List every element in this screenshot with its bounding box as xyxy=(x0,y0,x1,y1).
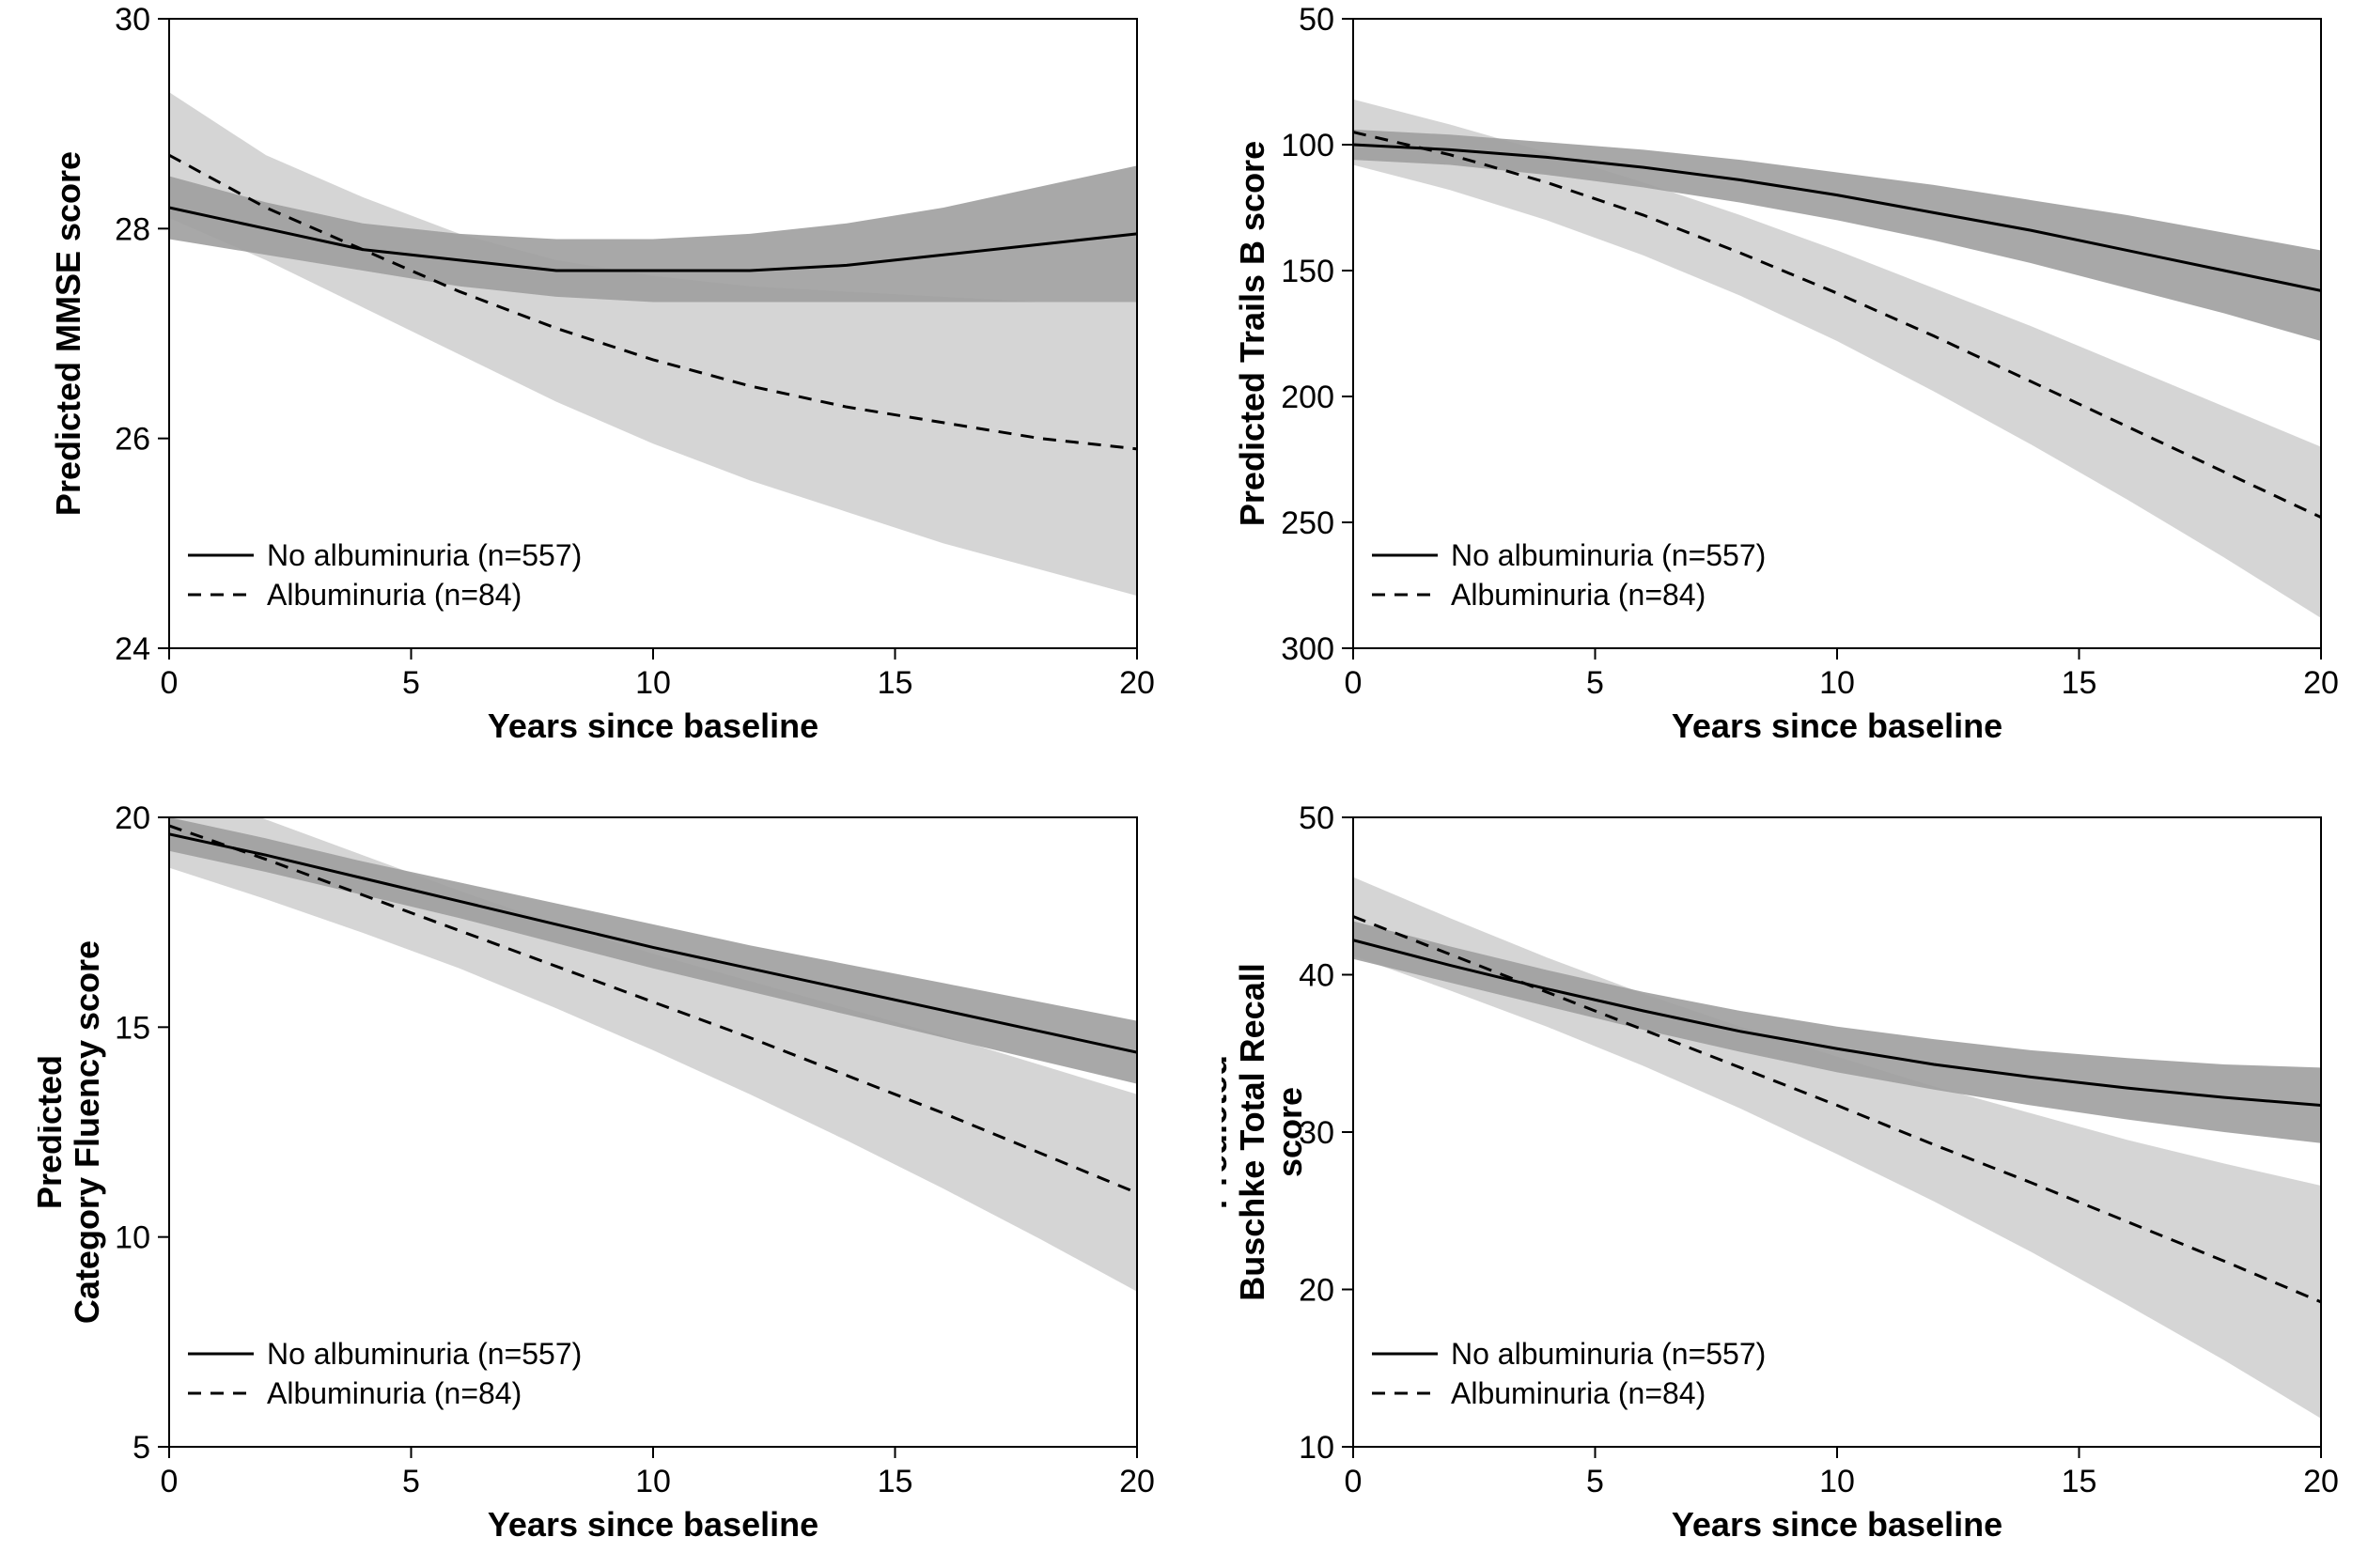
y-tick-label: 200 xyxy=(1281,380,1334,415)
legend-label-albuminuria: Albuminuria (n=84) xyxy=(1451,578,1706,612)
y-axis-label: Predicted MMSE score xyxy=(49,151,87,516)
y-tick-label: 26 xyxy=(115,422,150,458)
x-tick-label: 20 xyxy=(1119,1464,1155,1499)
panel-mmse: 0 5 10 15 20 24 26 28 30 Years since baseline Pred… xyxy=(38,0,1165,752)
y-tick-label: 28 xyxy=(115,211,150,247)
y-tick-label: 50 xyxy=(1299,800,1334,836)
x-axis-label: Years since baseline xyxy=(1672,706,2002,745)
x-tick-label: 15 xyxy=(2062,665,2097,701)
x-tick-label: 15 xyxy=(878,665,913,701)
y-axis-label: Predicted Trails B score xyxy=(1233,141,1271,526)
y-tick-label: 20 xyxy=(1299,1273,1334,1309)
y-axis-label: PredictedBuschke Total Recallscore xyxy=(1222,963,1309,1300)
x-tick-label: 5 xyxy=(402,1464,420,1499)
panel-trailsb: 0 5 10 15 20 50 100 150 200 250 300 Years since bas… xyxy=(1222,0,2349,752)
y-tick-label: 15 xyxy=(115,1010,150,1046)
x-tick-label: 10 xyxy=(635,1464,671,1499)
legend-label-no-albuminuria: No albuminuria (n=557) xyxy=(267,538,582,572)
x-tick-label: 5 xyxy=(1586,665,1604,701)
x-tick-label: 0 xyxy=(1345,1464,1363,1499)
legend-label-no-albuminuria: No albuminuria (n=557) xyxy=(1451,538,1766,572)
x-axis-label: Years since baseline xyxy=(488,706,818,745)
x-tick-label: 0 xyxy=(161,1464,179,1499)
y-tick-label: 20 xyxy=(115,800,150,836)
x-axis-label: Years since baseline xyxy=(1672,1505,2002,1544)
y-tick-label: 150 xyxy=(1281,254,1334,289)
y-tick-label: 5 xyxy=(132,1430,150,1466)
y-tick-label: 10 xyxy=(1299,1430,1334,1466)
x-tick-label: 15 xyxy=(878,1464,913,1499)
x-tick-label: 10 xyxy=(635,665,671,701)
x-tick-label: 20 xyxy=(2303,665,2339,701)
y-tick-label: 100 xyxy=(1281,128,1334,163)
legend-label-albuminuria: Albuminuria (n=84) xyxy=(267,1376,522,1410)
x-tick-label: 0 xyxy=(161,665,179,701)
x-tick-label: 5 xyxy=(1586,1464,1604,1499)
x-tick-label: 10 xyxy=(1819,665,1855,701)
x-tick-label: 20 xyxy=(1119,665,1155,701)
panel-buschke: 051015201020304050Years since baselinePr… xyxy=(1222,799,2349,1550)
y-tick-label: 50 xyxy=(1299,2,1334,38)
y-tick-label: 40 xyxy=(1299,958,1334,994)
x-tick-label: 5 xyxy=(402,665,420,701)
figure: 0510152024262830Years since baselinePred… xyxy=(0,0,2368,1568)
x-axis-label: Years since baseline xyxy=(488,1505,818,1544)
legend-label-albuminuria: Albuminuria (n=84) xyxy=(1451,1376,1706,1410)
x-tick-label: 10 xyxy=(1819,1464,1855,1499)
x-tick-label: 20 xyxy=(2303,1464,2339,1499)
y-tick-label: 10 xyxy=(115,1220,150,1256)
y-axis-label: PredictedCategory Fluency score xyxy=(38,940,106,1324)
x-tick-label: 15 xyxy=(2062,1464,2097,1499)
y-tick-label: 24 xyxy=(115,631,150,667)
panel-catflu: 051015205101520Years since baselinePredi… xyxy=(38,799,1165,1550)
legend-label-no-albuminuria: No albuminuria (n=557) xyxy=(1451,1337,1766,1371)
y-tick-label: 250 xyxy=(1281,505,1334,541)
legend-label-no-albuminuria: No albuminuria (n=557) xyxy=(267,1337,582,1371)
ci-band-albuminuria xyxy=(169,92,1137,596)
y-tick-label: 300 xyxy=(1281,631,1334,667)
y-tick-label: 30 xyxy=(115,2,150,38)
x-tick-label: 0 xyxy=(1345,665,1363,701)
legend-label-albuminuria: Albuminuria (n=84) xyxy=(267,578,522,612)
